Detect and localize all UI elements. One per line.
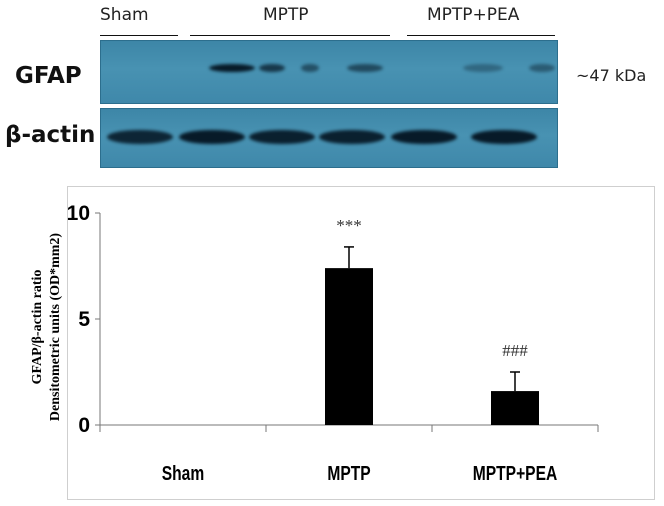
- blot-group-label-mptp: MPTP: [263, 5, 309, 25]
- blot-group-label-mptp-pea: MPTP+PEA: [427, 5, 520, 25]
- blot-group-label-sham: Sham: [100, 5, 149, 25]
- significance-annotation: ###: [502, 341, 528, 360]
- blot-row-label-beta-actin: β-actin: [5, 122, 96, 148]
- bar-mptp-pea: [491, 391, 539, 425]
- blot-group-line-sham: [100, 35, 178, 36]
- beta-actin-blot-strip: [100, 108, 558, 168]
- beta-actin-band: [249, 130, 315, 144]
- blot-group-line-mptp: [190, 35, 390, 36]
- beta-actin-band: [471, 130, 537, 144]
- beta-actin-band: [179, 130, 245, 144]
- gfap-band: [347, 64, 383, 72]
- gfap-band: [209, 64, 255, 72]
- y-axis-label-ratio: GFAP/β-actin ratio: [30, 270, 45, 385]
- x-category-label: MPTP: [327, 462, 370, 484]
- gfap-blot-strip: [100, 40, 558, 104]
- gfap-band: [259, 64, 285, 72]
- blot-row-label-gfap: GFAP: [15, 63, 82, 89]
- bar-mptp: [325, 268, 373, 425]
- beta-actin-band: [391, 130, 457, 144]
- blot-molecular-weight-marker: ~47 kDa: [576, 66, 647, 85]
- gfap-band: [463, 64, 503, 72]
- x-category-label: Sham: [162, 462, 204, 484]
- y-tick-label: 5: [78, 308, 90, 331]
- y-tick-label: 0: [78, 414, 90, 437]
- blot-group-line-mptp-pea: [407, 35, 555, 36]
- beta-actin-band: [319, 130, 385, 144]
- x-category-label: MPTP+PEA: [473, 462, 558, 484]
- y-axis-label-units: Densitometric units (OD*mm2): [48, 233, 63, 422]
- beta-actin-band: [107, 130, 173, 144]
- significance-annotation: ***: [336, 216, 362, 235]
- y-tick-label: 10: [67, 202, 90, 225]
- gfap-band: [301, 64, 319, 72]
- gfap-band: [529, 64, 555, 72]
